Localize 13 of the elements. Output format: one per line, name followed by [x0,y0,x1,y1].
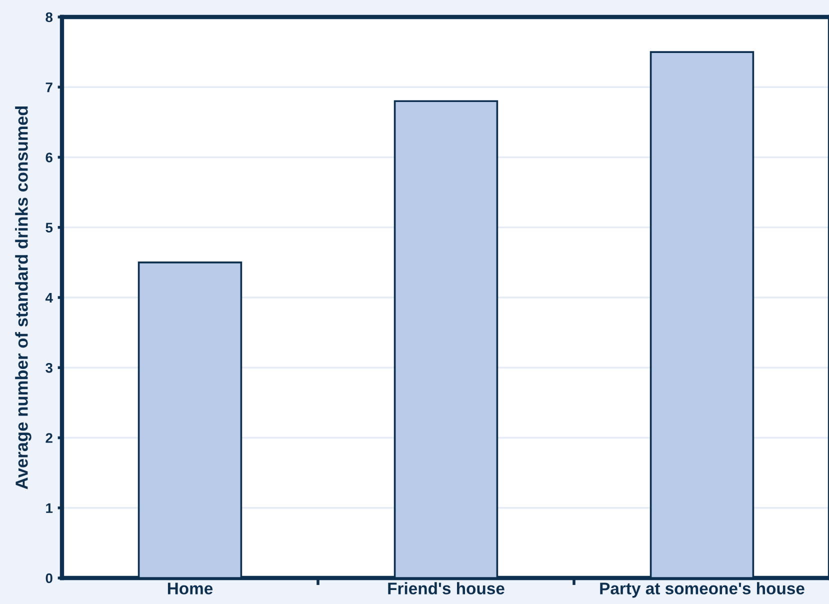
y-tick-label: 2 [46,433,52,443]
y-tick-label: 6 [46,152,52,162]
y-tick-label: 7 [46,82,52,92]
y-tick-label: 5 [46,222,53,233]
y-tick-label: 8 [46,12,53,22]
y-tick-label: 4 [45,292,53,303]
x-tick-label: Friend's house [388,582,504,594]
y-tick-label: 1 [46,503,53,513]
x-tick-label: Home [168,582,213,594]
x-tick-label: Party at someone's house [600,582,804,598]
y-axis-title: Average number of standard drinks consumed [15,106,32,490]
y-tick-label: 0 [46,573,52,584]
y-tick-label: 3 [46,362,52,373]
